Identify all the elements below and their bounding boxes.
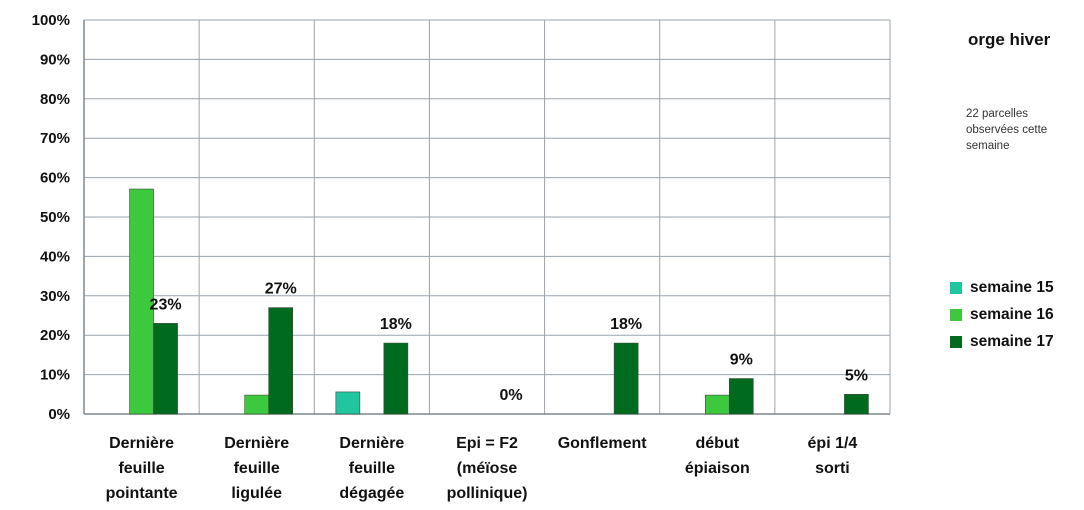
bar-semaine-17 [153,323,178,415]
x-tick-label: épi 1/4 sorti [808,435,858,477]
chart-subtitle: 22 parcelles observées cette semaine [966,108,1048,152]
data-label: 9% [730,352,753,369]
legend-swatch [950,336,962,348]
legend-item-semaine-15: semaine 15 [950,278,1054,298]
bar-semaine-16 [129,188,154,415]
y-tick-label: 20% [40,327,70,344]
legend-label: semaine 16 [970,306,1054,323]
legend: semaine 15 semaine 16 semaine 17 [950,278,1054,359]
legend-swatch [950,309,962,321]
legend-item-semaine-17: semaine 17 [950,332,1054,352]
data-label: 18% [380,316,412,333]
x-tick-label: Epi = F2 (méïose pollinique) [447,435,528,502]
bar-semaine-15 [335,391,361,415]
bar-chart: 0% 10% 20% 30% 40% 50% 60% 70% 80% 90% 100% 23% Dern… [32,12,891,502]
data-label: 0% [499,387,522,404]
y-tick-label: 0% [48,406,70,423]
legend-swatch [950,282,962,294]
x-tick-label: Gonflement [558,435,648,452]
data-label: 5% [845,367,868,384]
data-label: 18% [610,316,642,333]
data-label: 23% [150,296,182,313]
y-tick-label: 70% [40,130,70,147]
x-tick-label: début épiaison [685,435,750,477]
legend-item-semaine-16: semaine 16 [950,305,1054,325]
data-label: 27% [265,281,297,298]
bar-semaine-16 [704,394,730,415]
y-tick-label: 90% [40,51,70,68]
bar-semaine-17 [268,307,294,415]
bar-semaine-17 [613,342,639,415]
y-tick-label: 40% [40,248,70,265]
y-tick-label: 80% [40,91,70,108]
y-tick-label: 30% [40,288,70,305]
bar-semaine-17 [383,342,409,415]
bar-semaine-16 [244,394,270,415]
y-tick-label: 100% [32,12,70,29]
bar-semaine-17 [844,393,869,415]
legend-label: semaine 17 [970,333,1054,350]
x-tick-label: Dernière feuille ligulée [224,435,289,502]
x-tick-label: Dernière feuille pointante [106,435,178,502]
chart-title: orge hiver [968,30,1051,49]
x-tick-label: Dernière feuille dégagée [339,435,404,502]
legend-label: semaine 15 [970,279,1054,296]
bar-semaine-17 [728,378,754,415]
y-tick-label: 60% [40,170,70,187]
y-tick-label: 10% [40,367,70,384]
y-tick-label: 50% [40,209,70,226]
